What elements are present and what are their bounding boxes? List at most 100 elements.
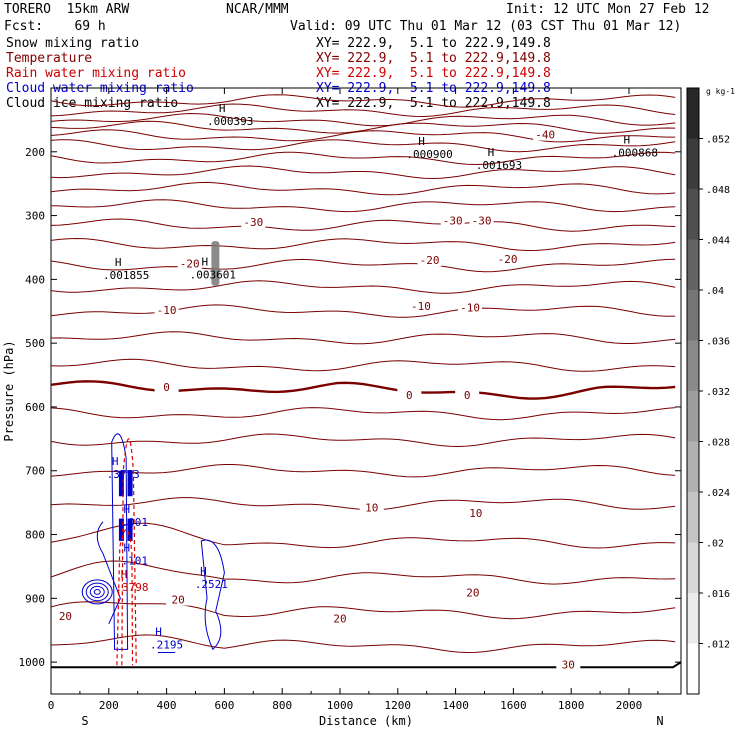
colorbar-swatch — [687, 138, 699, 190]
isotherm-label: 0 — [163, 381, 170, 394]
max-marker: H — [623, 134, 630, 147]
x-tick-label: 1400 — [442, 699, 469, 712]
isotherm-label: 10 — [365, 502, 378, 515]
colorbar-swatch — [687, 643, 699, 695]
max-value-label: .000868 — [612, 147, 658, 160]
colorbar-swatch — [687, 88, 699, 139]
colorbar-swatch — [687, 492, 699, 543]
label-bg — [417, 253, 442, 267]
isotherm-label: 0 — [464, 389, 471, 402]
colorbar-swatch — [687, 441, 699, 493]
rain-water-contour — [121, 438, 137, 666]
colorbar-tick-label: .04 — [706, 286, 724, 297]
colorbar-tick-label: .016 — [706, 589, 730, 600]
isotherm-line — [50, 464, 676, 478]
isotherm-label: -10 — [411, 300, 431, 313]
x-tick-label: 800 — [272, 699, 292, 712]
x-tick-label: 1000 — [327, 699, 354, 712]
y-tick-label: 700 — [25, 465, 45, 478]
max-marker: H — [488, 146, 495, 159]
y-tick-label: 600 — [25, 401, 45, 414]
max-marker: H — [418, 135, 425, 148]
max-value-label: .000900 — [406, 148, 452, 161]
isotherm-label: 20 — [333, 613, 346, 626]
max-marker: H — [202, 256, 209, 269]
colorbar-swatch — [687, 189, 699, 240]
isotherm-line — [50, 280, 676, 294]
isotherm-label: -20 — [180, 257, 200, 270]
label-bg — [53, 609, 78, 623]
max-marker: H — [115, 256, 122, 269]
isotherm-line — [50, 120, 676, 134]
max-marker: H — [121, 568, 128, 581]
colorbar-tick-label: .052 — [706, 135, 730, 146]
label-bg — [241, 214, 266, 228]
north-end-label: N — [656, 714, 663, 728]
colorbar-unit: g kg-1 — [706, 87, 735, 96]
cloud-water-contour — [81, 579, 113, 605]
isotherm-line — [50, 331, 676, 345]
cloud-water-contour — [200, 539, 225, 651]
y-tick-label: 1000 — [19, 656, 46, 669]
label-bg — [408, 299, 433, 313]
isotherm-label: 20 — [59, 610, 72, 623]
max-value-label: .3773 — [107, 468, 140, 481]
isotherm-label: -30 — [443, 215, 463, 228]
isotherm-line — [50, 103, 676, 118]
isotherm-line — [50, 433, 676, 448]
colorbar-swatch — [687, 239, 699, 291]
isotherm-line — [50, 601, 676, 620]
field-name: Temperature — [6, 51, 93, 66]
isotherm-line — [50, 560, 676, 585]
max-marker: H — [123, 541, 130, 554]
max-marker: H — [219, 102, 226, 115]
isotherm-label: -20 — [498, 253, 518, 266]
cloud-water-contour — [111, 433, 129, 650]
max-marker: H — [123, 503, 130, 516]
isotherm-line — [50, 522, 676, 549]
label-bg — [359, 500, 384, 514]
isotherm-line — [50, 165, 676, 180]
x-tick-label: 600 — [214, 699, 234, 712]
x-tick-label: 1200 — [385, 699, 412, 712]
label-bg — [533, 127, 558, 141]
isotherm-label: 20 — [466, 587, 479, 600]
isotherm-line — [50, 129, 676, 143]
field-name: Cloud ice mixing ratio — [6, 96, 179, 111]
init-time: Init: 12 UTC Mon 27 Feb 12 — [506, 2, 710, 17]
label-bg — [397, 387, 422, 401]
y-tick-label: 300 — [25, 210, 45, 223]
isotherm-label: 20 — [172, 594, 185, 607]
isotherm-line — [50, 199, 676, 213]
x-tick-label: 2000 — [616, 699, 643, 712]
cloud-water-core — [127, 518, 133, 541]
y-tick-label: 200 — [25, 146, 45, 159]
colorbar-swatch — [687, 542, 699, 594]
isotherm-label: 0 — [406, 389, 413, 402]
max-value-label: .001 — [122, 516, 149, 529]
cloud-water-contour — [89, 585, 105, 599]
x-tick-label: 1600 — [500, 699, 527, 712]
max-value-label: .101 — [122, 554, 149, 567]
colorbar-tick-label: .044 — [706, 236, 730, 247]
isotherm-label: -40 — [535, 129, 555, 142]
colorbar-swatch — [687, 290, 699, 341]
label-bg — [463, 505, 488, 519]
label-bg — [460, 585, 485, 599]
colorbar-swatch — [687, 340, 699, 392]
cloud-water-core — [127, 470, 133, 497]
isotherm-line — [50, 151, 676, 166]
field-xy: XY= 222.9, 5.1 to 222.9,149.8 — [316, 36, 551, 51]
cloud-water-contour — [93, 589, 101, 595]
colorbar-tick-label: .028 — [706, 438, 730, 449]
field-name: Snow mixing ratio — [6, 36, 140, 51]
max-marker: H — [155, 626, 162, 639]
label-bg — [154, 302, 179, 316]
label-bg — [455, 387, 480, 401]
colorbar-swatch — [687, 593, 699, 644]
isotherm-line — [50, 358, 676, 372]
max-value-label: .001693 — [476, 159, 522, 172]
ice-shading — [211, 241, 220, 286]
x-axis-label: Distance (km) — [319, 714, 413, 728]
isotherm-label: -30 — [243, 216, 263, 229]
